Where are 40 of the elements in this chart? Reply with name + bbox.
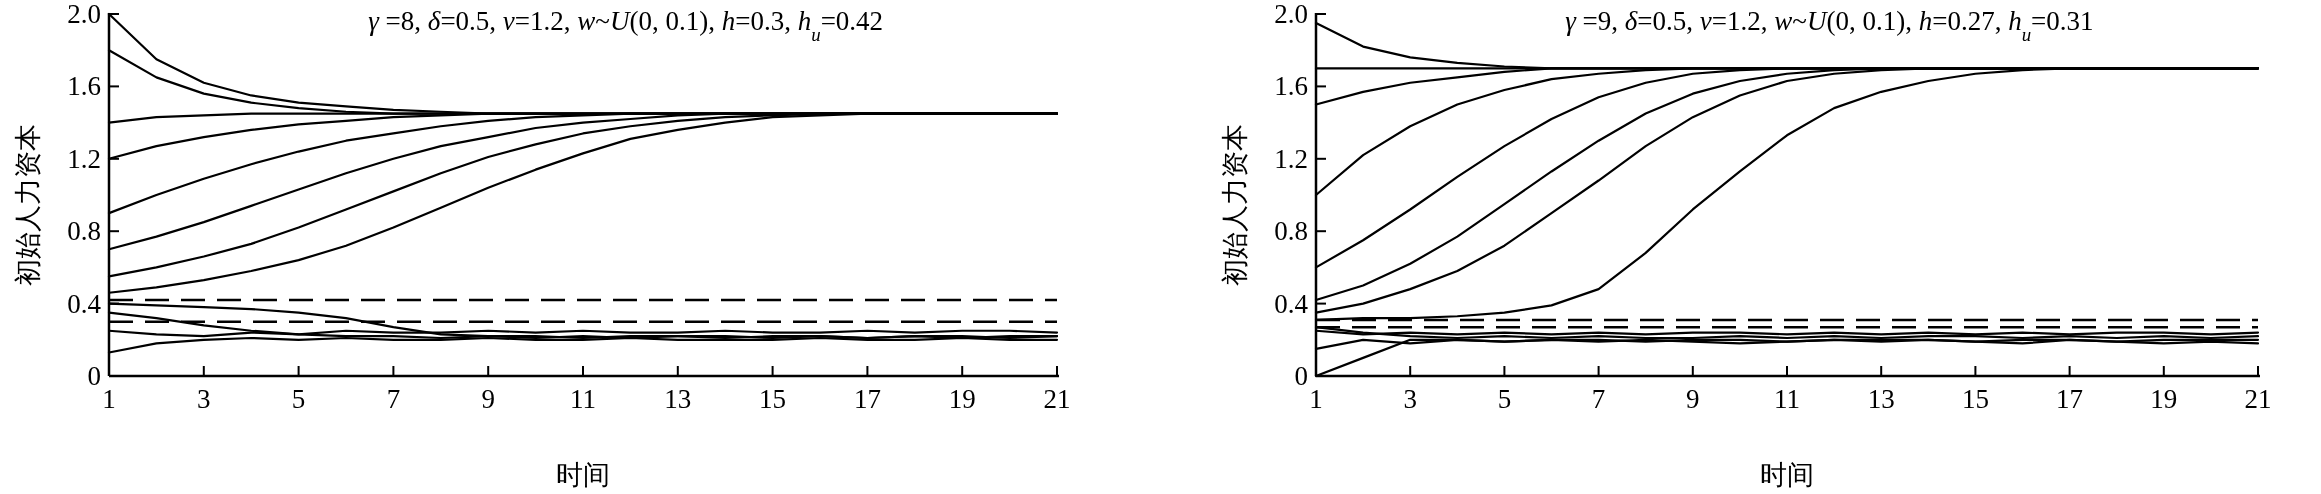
x-tick-label: 7: [1591, 384, 1606, 414]
y-tick-label: 0.4: [67, 288, 102, 319]
y-tick-label: 0.8: [67, 216, 101, 247]
x-tick-label: 9: [481, 384, 495, 414]
x-axis-title: 时间: [556, 460, 610, 490]
y-tick-label: 0: [1294, 361, 1308, 391]
y-tick-label: 1.2: [1274, 143, 1308, 174]
y-tick-label: 1.2: [67, 143, 101, 174]
y-tick-label: 0.8: [1274, 216, 1308, 247]
x-tick-label: 13: [664, 384, 692, 414]
x-tick-label: 9: [1686, 384, 1700, 414]
y-tick-label: 1.6: [1274, 71, 1308, 102]
x-tick-label: 15: [759, 384, 787, 414]
x-tick-label: 1: [102, 384, 116, 414]
x-tick-label: 7: [386, 384, 401, 414]
x-tick-label: 17: [853, 384, 881, 414]
x-tick-label: 11: [570, 384, 596, 414]
x-tick-label: 17: [2056, 384, 2084, 414]
x-tick-label: 15: [1961, 384, 1989, 414]
x-tick-label: 3: [1403, 384, 1417, 414]
y-axis-title: 初始人力资本: [1220, 124, 1250, 286]
x-tick-label: 5: [1497, 384, 1512, 414]
y-tick-label: 2.0: [67, 0, 101, 29]
x-tick-label: 5: [291, 384, 306, 414]
y-tick-label: 0: [87, 361, 101, 391]
y-tick-label: 2.0: [1274, 0, 1308, 29]
x-tick-label: 21: [2244, 384, 2272, 414]
x-tick-label: 11: [1774, 384, 1800, 414]
y-axis-title: 初始人力资本: [13, 124, 43, 286]
x-tick-label: 21: [1043, 384, 1071, 414]
x-tick-label: 19: [948, 384, 976, 414]
y-tick-label: 0.4: [1274, 288, 1309, 319]
x-tick-label: 13: [1867, 384, 1895, 414]
x-tick-label: 1: [1309, 384, 1323, 414]
chart-title: γ =9, δ=0.5, v=1.2, w~U(0, 0.1), h=0.27, h$_{u}$=0.31: [1565, 6, 2094, 45]
x-axis-title: 时间: [1760, 460, 1814, 490]
x-tick-label: 19: [2150, 384, 2178, 414]
x-tick-label: 3: [197, 384, 211, 414]
chart-title: γ =8, δ=0.5, v=1.2, w~U(0, 0.1), h=0.3, h$_{u}$=0.42: [368, 6, 884, 45]
y-tick-label: 1.6: [67, 71, 101, 102]
